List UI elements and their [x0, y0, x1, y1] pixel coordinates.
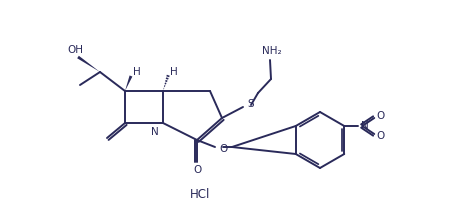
Polygon shape	[77, 56, 100, 72]
Polygon shape	[125, 76, 132, 91]
Text: HCl: HCl	[190, 188, 210, 202]
Text: NH₂: NH₂	[262, 46, 282, 56]
Text: OH: OH	[67, 45, 83, 55]
Text: N: N	[361, 121, 369, 131]
Text: S: S	[247, 99, 254, 109]
Text: O: O	[376, 111, 384, 121]
Text: O: O	[376, 131, 384, 141]
Text: N: N	[151, 127, 159, 137]
Text: H: H	[170, 67, 178, 77]
Text: H: H	[133, 67, 141, 77]
Text: O: O	[219, 144, 227, 154]
Text: O: O	[193, 165, 201, 175]
